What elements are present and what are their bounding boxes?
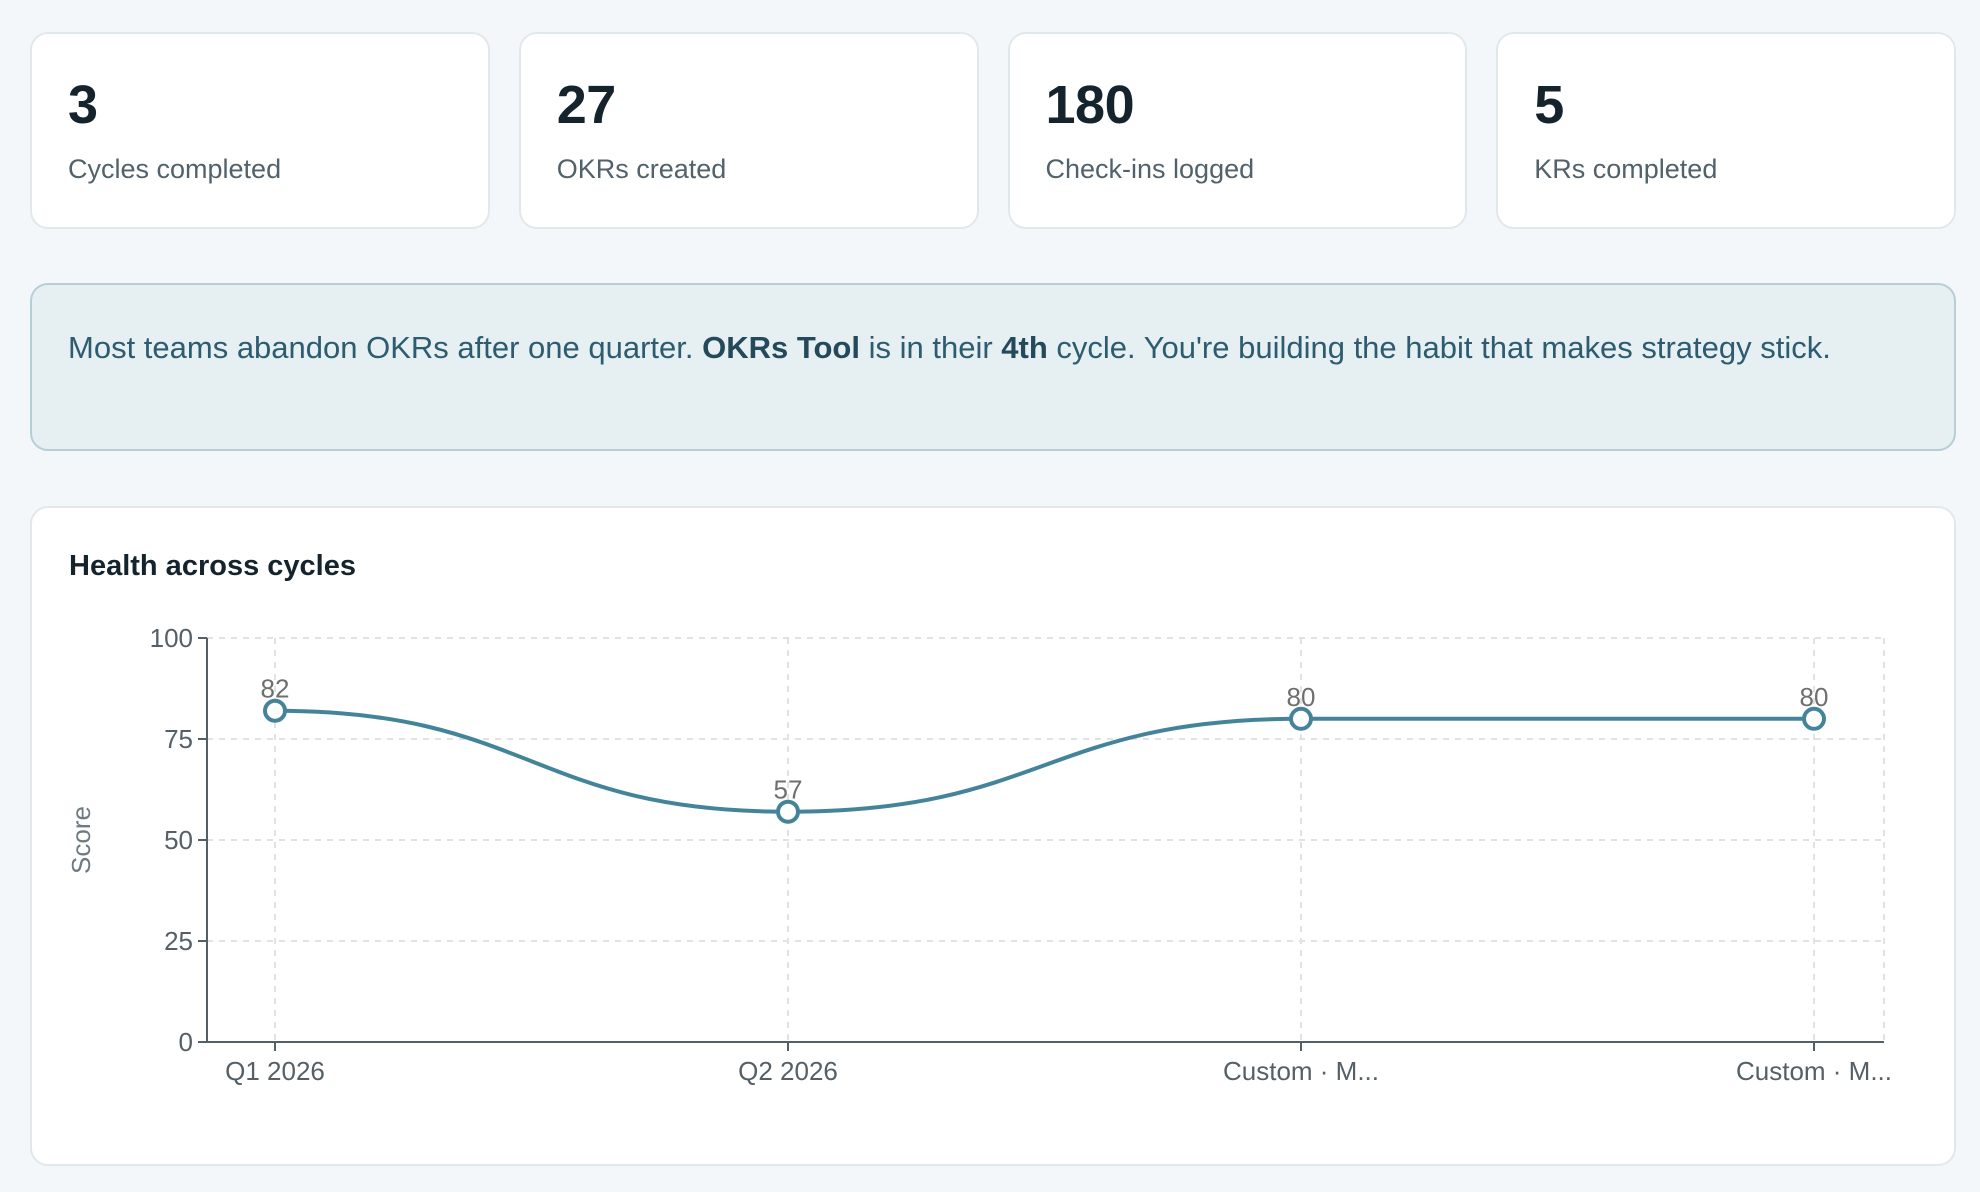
series-line: [274, 708, 1814, 814]
health-line-chart: 0 25 50 75 100 Q1 2026 Q2 2026 Custom · M... Cus…: [66, 623, 1892, 1086]
data-point[interactable]: [776, 799, 800, 824]
health-chart-card: Health across cycles 0 25 50 75 100 Q1 2026 Q2…: [30, 506, 1956, 1166]
stat-value: 5: [1534, 75, 1564, 135]
x-tick-label: Custom · M...: [1223, 1056, 1379, 1086]
data-label: 82: [261, 674, 290, 704]
team-name: OKRs Tool: [702, 330, 860, 365]
x-tick-label: Custom · M...: [1736, 1056, 1892, 1086]
y-tick-label: 50: [164, 825, 193, 855]
chart-grid: [207, 637, 1885, 1042]
y-tick-label: 0: [179, 1027, 193, 1057]
data-point[interactable]: [1289, 706, 1313, 731]
x-tick-label: Q1 2026: [225, 1056, 325, 1086]
stat-value: 27: [556, 75, 617, 135]
data-point[interactable]: [1802, 706, 1826, 731]
stat-value: 3: [68, 75, 98, 135]
stat-card-okrs: 27 OKRs created: [518, 32, 979, 229]
data-label: 57: [774, 775, 803, 805]
y-tick-label: 75: [164, 724, 193, 754]
data-label: 80: [1800, 682, 1829, 712]
stat-card-cycles: 3 Cycles completed: [30, 32, 490, 229]
stat-label: KRs completed: [1534, 154, 1718, 184]
y-tick-label: 100: [150, 623, 193, 653]
stat-value: 180: [1045, 75, 1135, 135]
banner-text: Most teams abandon OKRs after one quarte…: [68, 330, 703, 365]
stat-card-krs: 5 KRs completed: [1496, 32, 1956, 229]
cycle-ordinal: 4th: [1001, 330, 1048, 365]
data-label: 80: [1287, 682, 1316, 712]
y-tick-label: 25: [164, 926, 193, 956]
habit-banner: Most teams abandon OKRs after one quarte…: [30, 283, 1956, 451]
chart-axes: [198, 637, 1884, 1051]
series-health: 82 57 80 80: [261, 674, 1829, 824]
stat-label: Check-ins logged: [1045, 154, 1255, 184]
y-axis-label: Score: [66, 806, 96, 874]
data-point[interactable]: [263, 698, 287, 723]
stat-card-checkins: 180 Check-ins logged: [1007, 32, 1468, 229]
stat-label: Cycles completed: [68, 154, 282, 184]
stats-row: 3 Cycles completed 27 OKRs created 180 C…: [30, 32, 1956, 229]
stat-label: OKRs created: [556, 154, 727, 184]
chart-title: Health across cycles: [69, 550, 356, 582]
banner-text: is in their: [860, 330, 1002, 365]
banner-text: cycle. You're building the habit that ma…: [1047, 330, 1831, 365]
x-tick-label: Q2 2026: [738, 1056, 838, 1086]
